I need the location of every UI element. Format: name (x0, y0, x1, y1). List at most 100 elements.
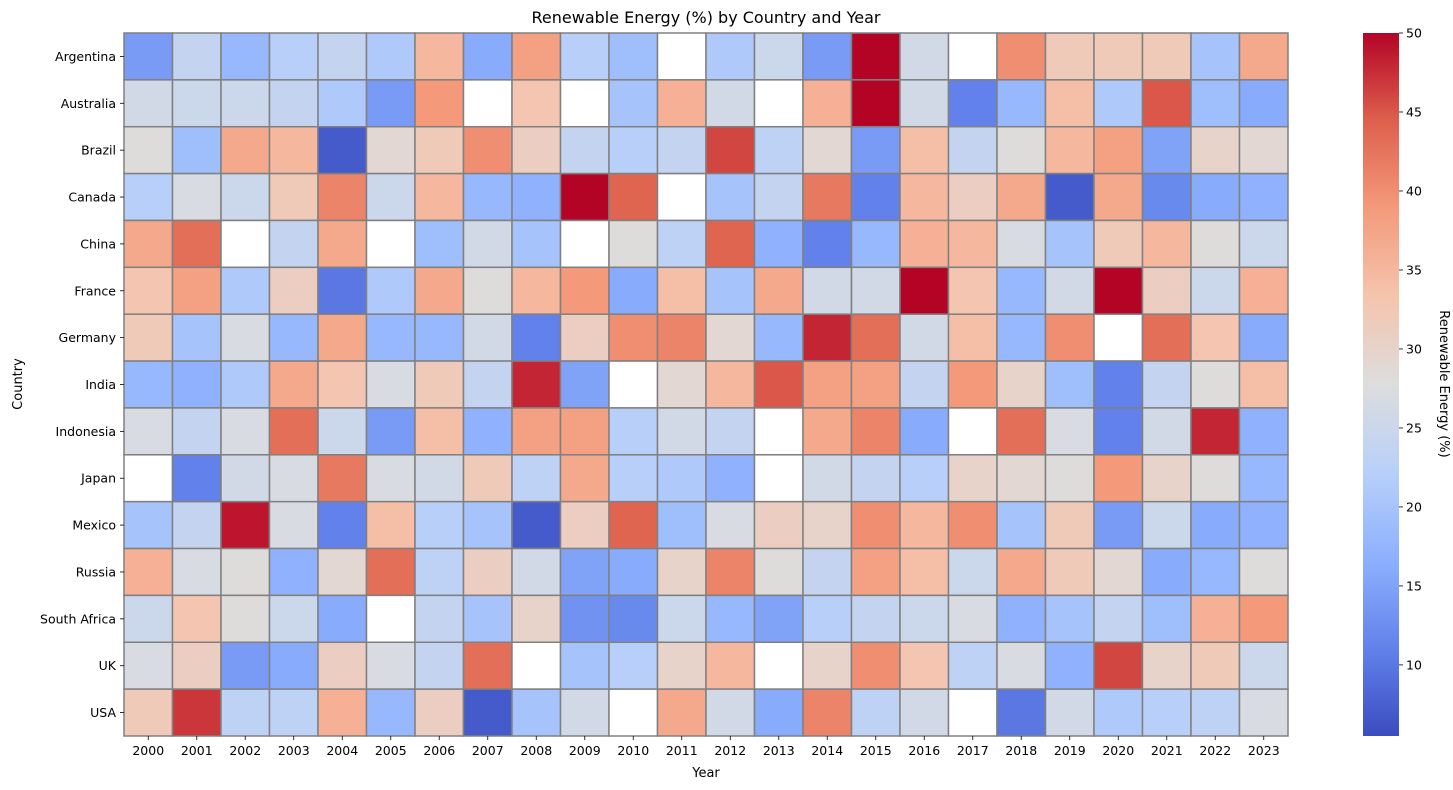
x-tick-label: 2000 (132, 743, 164, 758)
heatmap-cell (317, 594, 368, 644)
heatmap-cell (656, 547, 707, 597)
heatmap-cell (171, 172, 222, 222)
heatmap-cell (899, 313, 950, 362)
heatmap-cell (511, 32, 562, 81)
heatmap-cell (559, 266, 610, 315)
heatmap-cell (802, 454, 853, 503)
heatmap-cell (220, 454, 271, 503)
heatmap-cell (559, 313, 610, 362)
y-axis-ticks: Argentina Australia Brazil Canada China Franc… (40, 49, 124, 720)
heatmap-cell (220, 594, 271, 644)
heatmap-cell (123, 594, 174, 644)
heatmap-cell (996, 125, 1047, 175)
heatmap-cell (996, 407, 1047, 456)
heatmap-cell (1238, 172, 1289, 222)
heatmap-cell (899, 407, 950, 456)
heatmap-cell (462, 547, 513, 597)
heatmap-cell (511, 313, 562, 362)
heatmap-cell (1190, 594, 1241, 644)
heatmap-cell (462, 313, 513, 362)
heatmap-cell (123, 407, 174, 456)
heatmap-cell (1238, 360, 1289, 409)
heatmap-cell (753, 32, 804, 81)
heatmap-cell (220, 266, 271, 315)
heatmap-cell (802, 266, 853, 315)
heatmap-cell (899, 594, 950, 644)
heatmap-cell (1044, 79, 1095, 128)
heatmap-cell (1093, 594, 1144, 644)
heatmap-cell (511, 454, 562, 503)
heatmap-cell (1141, 172, 1192, 222)
heatmap-cell (171, 454, 222, 503)
heatmap-cell (462, 219, 513, 269)
heatmap-cell (802, 500, 853, 550)
heatmap-cell (1141, 125, 1192, 175)
heatmap-cell (1141, 313, 1192, 362)
heatmap-cell (1238, 407, 1289, 456)
y-tick-label: USA (90, 705, 116, 720)
heatmap-cell (705, 594, 756, 644)
heatmap-cell (850, 641, 901, 690)
heatmap-cell (462, 407, 513, 456)
x-tick-label: 2001 (181, 743, 213, 758)
heatmap-cell (1093, 500, 1144, 550)
heatmap-cell (220, 313, 271, 362)
heatmap-cell (1044, 32, 1095, 81)
heatmap-cell (1044, 594, 1095, 644)
heatmap-cell (947, 641, 998, 690)
heatmap-cell (1044, 313, 1095, 362)
heatmap-cell (317, 32, 368, 81)
heatmap-cell (511, 407, 562, 456)
heatmap-cell (705, 79, 756, 128)
heatmap-cell (656, 500, 707, 550)
heatmap-cell (1093, 454, 1144, 503)
heatmap-cell (753, 407, 804, 456)
heatmap-cell (947, 547, 998, 597)
heatmap-cells (123, 32, 1289, 737)
heatmap-cell (462, 79, 513, 128)
heatmap-cell (608, 500, 659, 550)
heatmap-cell (123, 313, 174, 362)
heatmap-cell (317, 125, 368, 175)
heatmap-cell (511, 500, 562, 550)
x-tick-label: 2020 (1102, 743, 1134, 758)
heatmap-cell (1044, 219, 1095, 269)
heatmap-cell (462, 32, 513, 81)
heatmap-cell (220, 32, 271, 81)
heatmap-cell (1141, 266, 1192, 315)
heatmap-cell (365, 172, 416, 222)
heatmap-cell (220, 360, 271, 409)
heatmap-cell (850, 313, 901, 362)
heatmap-cell (365, 266, 416, 315)
y-tick-label: France (74, 283, 116, 298)
heatmap-cell (414, 547, 465, 597)
heatmap-cell (268, 688, 319, 737)
heatmap-cell (414, 219, 465, 269)
heatmap-cell (947, 266, 998, 315)
heatmap-cell (1093, 266, 1144, 315)
heatmap-cell (899, 79, 950, 128)
heatmap-cell (802, 219, 853, 269)
heatmap-cell (656, 360, 707, 409)
heatmap-cell (1190, 219, 1241, 269)
heatmap-cell (317, 313, 368, 362)
y-tick-label: Indonesia (56, 424, 116, 439)
heatmap-cell (123, 125, 174, 175)
colorbar-tick-label: 30 (1406, 341, 1422, 356)
heatmap-cell (802, 79, 853, 128)
heatmap-cell (559, 641, 610, 690)
heatmap-cell (705, 360, 756, 409)
heatmap-cell (899, 547, 950, 597)
heatmap-cell (123, 641, 174, 690)
heatmap-cell (753, 594, 804, 644)
heatmap-cell (899, 360, 950, 409)
y-tick-label: Mexico (72, 518, 116, 533)
heatmap-cell (1044, 125, 1095, 175)
heatmap-cell (559, 594, 610, 644)
heatmap-cell (268, 79, 319, 128)
heatmap-cell (608, 266, 659, 315)
heatmap-cell (511, 360, 562, 409)
y-tick-label: Brazil (81, 143, 116, 158)
heatmap-cell (268, 172, 319, 222)
